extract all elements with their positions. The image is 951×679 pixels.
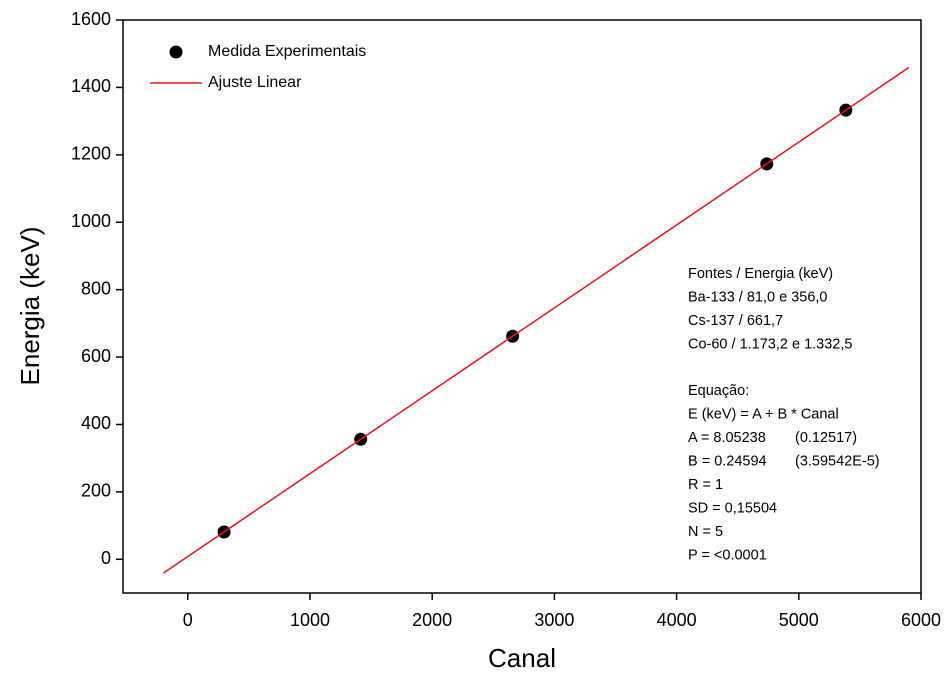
annotation: (3.59542E-5): [795, 453, 880, 469]
annotation: Ba-133 / 81,0 e 356,0: [688, 289, 827, 305]
y-tick-label: 0: [101, 548, 111, 568]
y-tick-label: 1400: [71, 76, 111, 96]
y-axis-title: Energia (keV): [15, 227, 45, 386]
x-tick-label: 5000: [779, 610, 819, 630]
y-tick-label: 400: [81, 413, 111, 433]
x-tick-label: 1000: [290, 610, 330, 630]
x-tick-label: 6000: [901, 610, 941, 630]
x-tick-label: 3000: [534, 610, 574, 630]
x-tick-label: 4000: [657, 610, 697, 630]
annotation: B = 0.24594: [688, 453, 767, 469]
annotation: N = 5: [688, 524, 723, 540]
annotation: Co-60 / 1.173,2 e 1.332,5: [688, 336, 852, 352]
annotation: Equação:: [688, 383, 749, 399]
x-tick-label: 0: [183, 610, 193, 630]
annotation: R = 1: [688, 477, 723, 493]
annotation: SD = 0,15504: [688, 500, 777, 516]
annotation: (0.12517): [795, 430, 857, 446]
y-tick-label: 1600: [71, 9, 111, 29]
annotation: A = 8.05238: [688, 430, 766, 446]
legend-label: Ajuste Linear: [208, 74, 302, 91]
x-axis-title: Canal: [488, 643, 556, 673]
y-tick-label: 1000: [71, 211, 111, 231]
legend-label: Medida Experimentais: [208, 43, 366, 60]
fit-line: [162, 66, 910, 574]
y-tick-label: 800: [81, 278, 111, 298]
annotation: P = <0.0001: [688, 547, 767, 563]
annotation: Fontes / Energia (keV): [688, 266, 833, 282]
legend-marker: [169, 45, 183, 59]
annotation: Cs-137 / 661,7: [688, 313, 783, 329]
y-tick-label: 600: [81, 346, 111, 366]
y-tick-label: 200: [81, 481, 111, 501]
plot-frame: [122, 19, 922, 594]
x-tick-label: 2000: [412, 610, 452, 630]
y-tick-label: 1200: [71, 144, 111, 164]
annotation: E (keV) = A + B * Canal: [688, 406, 839, 422]
